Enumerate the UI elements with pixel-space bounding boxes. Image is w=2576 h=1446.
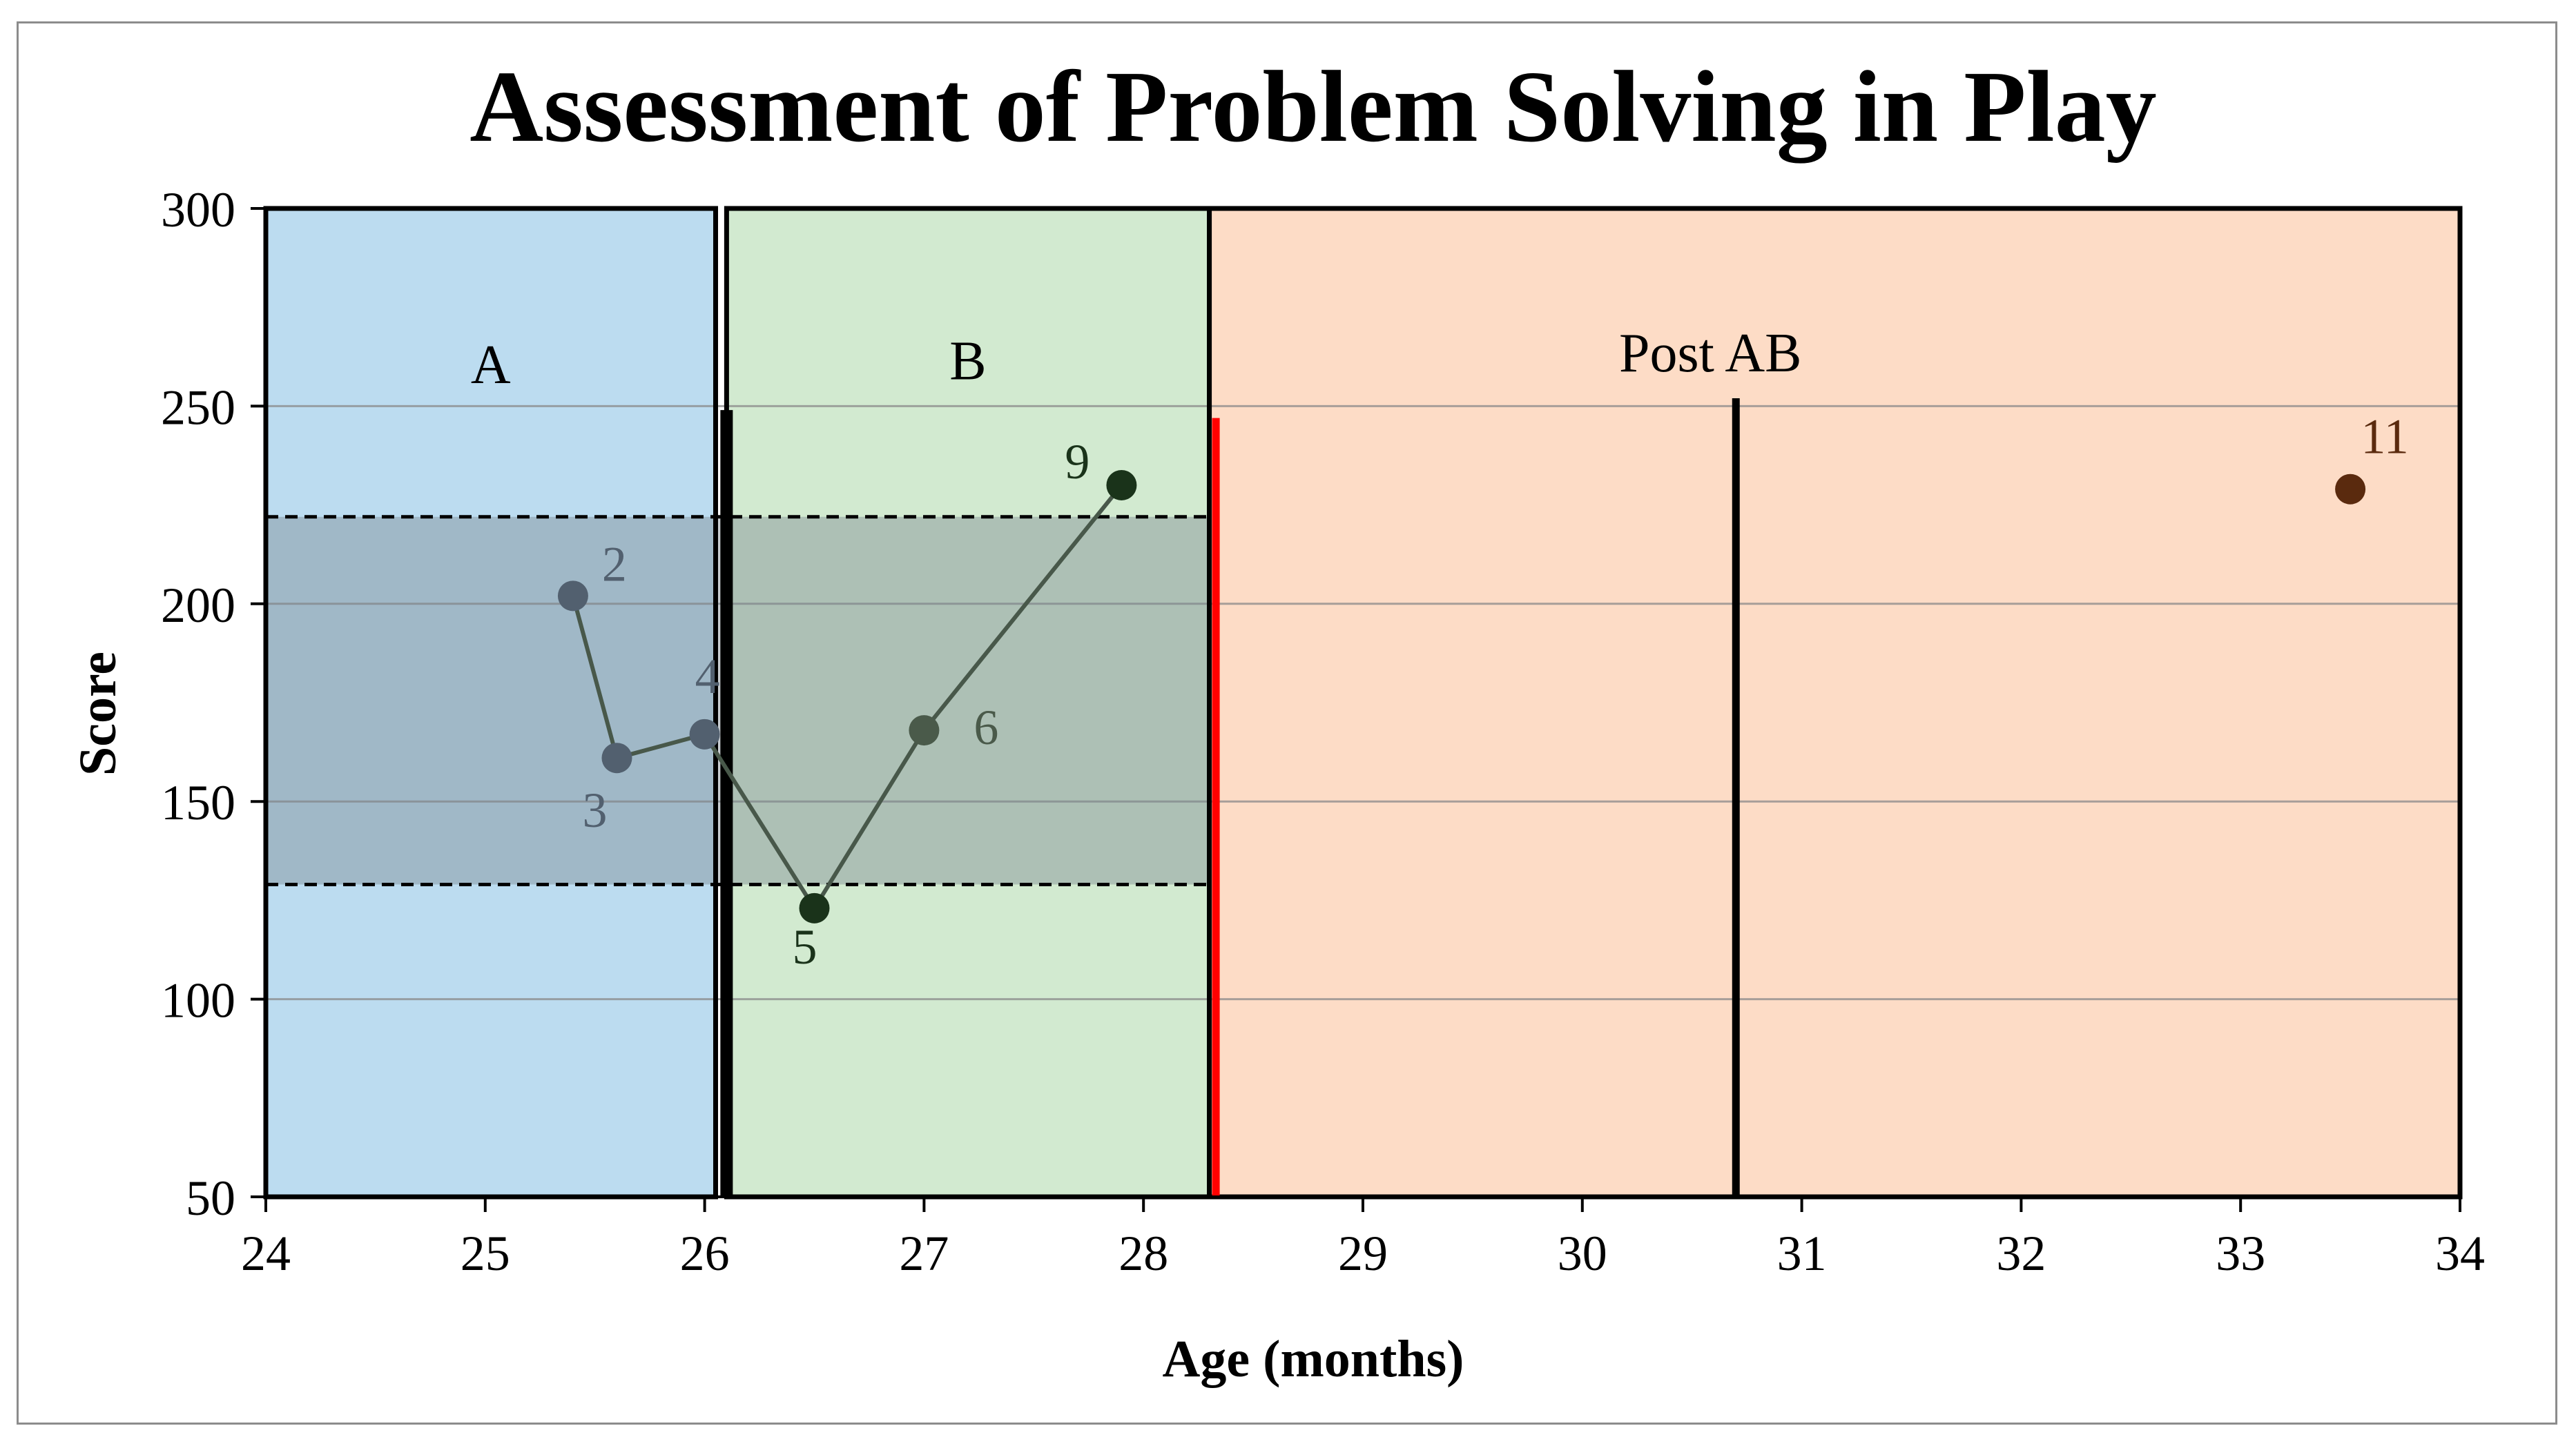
phase-region-1 bbox=[726, 208, 1210, 1197]
data-label-3: 3 bbox=[582, 783, 607, 838]
x-tick-label: 25 bbox=[461, 1226, 510, 1281]
x-tick-label: 27 bbox=[899, 1226, 949, 1281]
phase-label-1: B bbox=[949, 331, 986, 391]
data-point-6 bbox=[909, 715, 940, 746]
x-tick-label: 34 bbox=[2435, 1226, 2485, 1281]
data-label-9: 9 bbox=[1065, 434, 1090, 489]
x-tick-label: 33 bbox=[2216, 1226, 2265, 1281]
phase-label-0: A bbox=[471, 335, 511, 395]
data-point-5 bbox=[799, 892, 830, 924]
chart-title: Assessment of Problem Solving in Play bbox=[469, 50, 2156, 164]
data-label-11: 11 bbox=[2361, 409, 2408, 465]
y-tick-label: 300 bbox=[161, 182, 235, 237]
series-line-segment bbox=[812, 729, 926, 910]
x-tick-label: 29 bbox=[1338, 1226, 1388, 1281]
series-line-segment bbox=[922, 484, 1123, 732]
phase-region-0 bbox=[266, 208, 716, 1197]
y-tick-label: 50 bbox=[186, 1171, 235, 1226]
chart-svg: Assessment of Problem Solving in Play A B… bbox=[69, 50, 2485, 1388]
data-label-6: 6 bbox=[974, 700, 998, 755]
y-tick-label: 200 bbox=[161, 578, 235, 633]
data-point-4 bbox=[689, 719, 720, 750]
x-tick-label: 24 bbox=[241, 1226, 291, 1281]
x-tick-label: 28 bbox=[1118, 1226, 1168, 1281]
y-tick-label: 100 bbox=[161, 973, 235, 1028]
data-point-3 bbox=[601, 743, 632, 774]
y-tick-label: 150 bbox=[161, 775, 235, 830]
data-point-11 bbox=[2335, 473, 2366, 505]
data-label-4: 4 bbox=[695, 649, 720, 704]
y-tick-label: 250 bbox=[161, 380, 235, 435]
x-tick-label: 26 bbox=[680, 1226, 730, 1281]
phase-region-2 bbox=[1209, 208, 2460, 1197]
x-tick-label: 32 bbox=[1996, 1226, 2046, 1281]
data-point-9 bbox=[1106, 469, 1137, 500]
series-line-segment bbox=[703, 733, 817, 910]
data-label-2: 2 bbox=[602, 536, 627, 592]
x-tick-label: 31 bbox=[1777, 1226, 1827, 1281]
series-line-segment bbox=[571, 595, 619, 759]
x-tick-label: 30 bbox=[1558, 1226, 1607, 1281]
reference-band bbox=[266, 516, 1210, 885]
phase-label-2: Post AB bbox=[1619, 323, 1802, 384]
chart-frame: Assessment of Problem Solving in Play A B… bbox=[17, 21, 2557, 1425]
data-point-2 bbox=[557, 580, 588, 612]
x-axis-label: Age (months) bbox=[1163, 1330, 1464, 1388]
y-axis-label: Score bbox=[69, 652, 127, 776]
data-label-5: 5 bbox=[793, 919, 817, 975]
